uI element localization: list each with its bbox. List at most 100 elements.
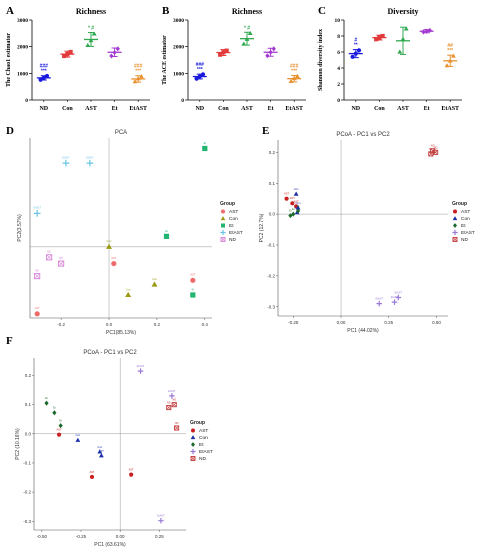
point-label: ND	[431, 144, 435, 148]
data-point	[433, 149, 439, 155]
point-label: Et	[59, 419, 62, 423]
data-point	[138, 74, 144, 79]
point-label: Et	[297, 204, 300, 208]
panel-f-pcoa-chart: PCoA - PC1 vs PC2 -0.50 -0.25 0.00 0.25 -0.3 -…	[15, 350, 213, 548]
legend-title: Group	[452, 201, 467, 207]
significance-label: ***	[197, 67, 203, 73]
data-point	[171, 402, 177, 408]
x-tick-label: ND	[39, 106, 48, 112]
x-tick-label: -0.25	[288, 320, 299, 325]
data-point	[265, 53, 270, 59]
x-tick-label: EtAST	[441, 106, 459, 112]
data-point	[34, 273, 41, 280]
y-tick-label: -0.1	[267, 243, 275, 248]
data-point	[62, 53, 67, 59]
x-tick-label: Et	[424, 106, 430, 112]
data-point	[288, 78, 294, 84]
y-tick-label: 0.2	[269, 150, 276, 155]
data-point	[91, 31, 97, 36]
x-axis-label: PC1(85.13%)	[106, 330, 136, 336]
point-label: EtAST	[62, 156, 70, 160]
data-point	[46, 254, 53, 261]
legend-title: Group	[190, 420, 205, 426]
data-point	[135, 76, 141, 81]
data-point	[111, 260, 117, 267]
data-point	[247, 30, 253, 36]
chart-title: PCA	[115, 130, 127, 136]
significance-label: ###	[134, 64, 143, 70]
legend-marker	[190, 456, 196, 461]
y-tick-label: -0.1	[23, 461, 31, 466]
data-point	[391, 299, 398, 305]
y-tick-label: 0.1	[269, 181, 276, 186]
data-point	[38, 77, 43, 82]
data-point	[353, 51, 358, 56]
data-point	[447, 58, 453, 63]
point-label: EtAST	[86, 156, 94, 160]
data-point	[241, 41, 247, 46]
x-tick-label: -0.50	[37, 534, 48, 539]
legend-marker	[453, 223, 457, 228]
data-point	[421, 29, 426, 35]
significance-label: * #	[244, 25, 250, 31]
x-tick-label: Con	[374, 106, 385, 112]
data-point	[106, 243, 113, 249]
panel-letter-e: E	[262, 125, 269, 137]
x-tick-label: 0.4	[202, 322, 209, 327]
legend-label: EtAST	[461, 230, 475, 236]
data-point	[58, 260, 65, 267]
data-point	[218, 52, 223, 57]
data-point	[86, 159, 94, 167]
point-label: Et	[192, 287, 195, 291]
point-label: ND	[35, 269, 39, 273]
point-label: Con	[152, 277, 157, 281]
chart-title: Richness	[232, 7, 262, 16]
data-point	[194, 76, 199, 81]
data-point	[98, 453, 104, 458]
point-label: ND	[172, 398, 176, 402]
legend-label: Con	[199, 435, 208, 441]
legend-label: ND	[199, 456, 206, 462]
significance-label: ***	[135, 69, 141, 75]
data-point	[400, 36, 406, 41]
data-point	[294, 73, 300, 78]
legend-marker	[220, 237, 226, 242]
x-tick-label: Et	[268, 106, 274, 112]
data-point	[33, 209, 41, 217]
point-label: AST	[129, 468, 134, 472]
point-label: AST	[190, 273, 195, 277]
data-point	[284, 196, 289, 201]
data-point	[380, 33, 385, 39]
chart-title: PCoA - PC1 vs PC2	[336, 132, 390, 138]
data-point	[44, 400, 49, 406]
point-label: Et	[292, 207, 295, 211]
point-label: EtAST	[168, 389, 176, 393]
significance-label: ***	[291, 68, 297, 74]
chart-title: Richness	[76, 7, 106, 16]
data-point	[430, 148, 436, 154]
y-axis-label: The Chao1 estimator	[6, 33, 12, 87]
significance-label: ###	[196, 62, 205, 68]
point-label: Con	[294, 187, 299, 191]
data-point	[444, 63, 450, 68]
data-point	[34, 311, 40, 317]
point-label: Con	[295, 205, 300, 209]
legend-label: Con	[229, 216, 238, 222]
point-label: AST	[89, 470, 94, 474]
x-tick-label: 0.25	[384, 320, 393, 325]
panel-c-shannon-chart: Diversity Shannon diversity index 0 2 4 6 8 10 N…	[318, 7, 462, 112]
data-point	[291, 211, 296, 217]
panel-letter-f: F	[6, 335, 13, 347]
data-point	[129, 472, 134, 477]
point-label: Con	[97, 445, 102, 449]
legend-label: Con	[461, 216, 470, 222]
x-tick-label: -0.2	[57, 322, 65, 327]
data-point	[109, 53, 114, 59]
point-label: EtAST	[157, 514, 165, 518]
panel-a-chao1-chart: Richness The Chao1 estimator 0 1000 2000 3000…	[6, 7, 150, 112]
data-point	[202, 145, 208, 152]
x-tick-label: -0.25	[76, 534, 87, 539]
data-point	[88, 38, 94, 43]
data-point	[376, 300, 382, 307]
legend-marker	[220, 216, 226, 221]
